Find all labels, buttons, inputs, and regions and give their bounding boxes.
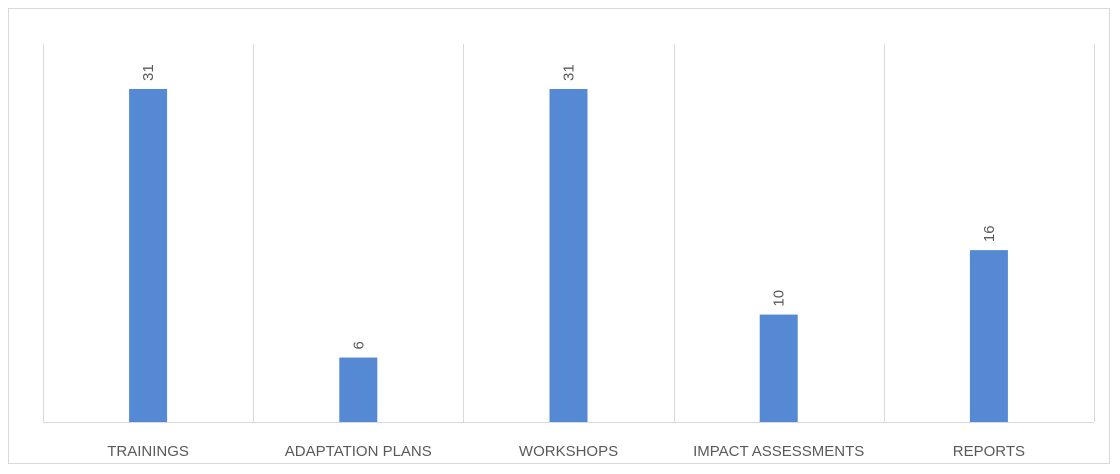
category-label: REPORTS (953, 443, 1025, 460)
bar (129, 89, 168, 422)
category-label: WORKSHOPS (519, 443, 618, 460)
bar-chart: 31 6 31 10 16 TRAININGS ADAPTATION PLANS WORKS… (43, 44, 1095, 460)
data-label: 10 (771, 290, 788, 307)
grid-lines (43, 44, 1095, 423)
category-label: TRAININGS (107, 443, 189, 460)
category-label: ADAPTATION PLANS (285, 443, 432, 460)
category-label: IMPACT ASSESSMENTS (693, 443, 864, 460)
category-labels: TRAININGS ADAPTATION PLANS WORKSHOPS IMPACT… (107, 443, 1025, 460)
bar (339, 357, 378, 422)
data-label: 6 (350, 341, 367, 349)
bar (549, 89, 588, 422)
bar (759, 314, 798, 422)
data-label: 31 (561, 64, 578, 81)
value-labels: 31 6 31 10 16 (140, 64, 998, 349)
bars (129, 89, 1008, 422)
chart-frame: 31 6 31 10 16 TRAININGS ADAPTATION PLANS WORKS… (8, 8, 1110, 464)
data-label: 31 (140, 64, 157, 81)
data-label: 16 (981, 225, 998, 242)
bar (969, 250, 1008, 422)
